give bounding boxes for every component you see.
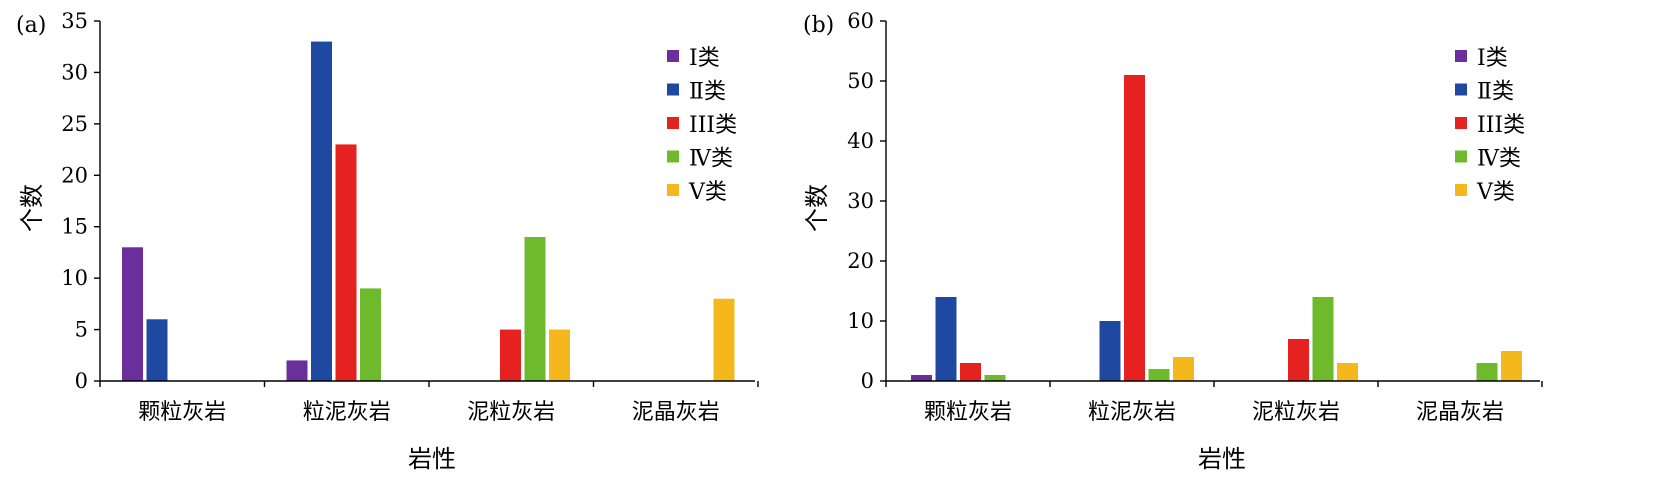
bar-3-series-4 (1312, 297, 1334, 381)
bar-2-series-4 (1148, 369, 1170, 381)
y-tick-label: 30 (847, 189, 874, 213)
legend-label: Ⅰ类 (689, 46, 720, 71)
bar-3-series-3 (500, 329, 521, 381)
legend-swatch (667, 184, 679, 196)
legend-swatch (667, 83, 679, 96)
x-category-label: 颗粒灰岩 (138, 400, 226, 425)
bar-3-series-3 (1288, 339, 1309, 381)
y-tick-label: 25 (61, 112, 88, 136)
bar-4-series-5 (1501, 351, 1522, 381)
bar-2-series-2 (1099, 321, 1121, 381)
bar-4-series-5 (713, 298, 735, 381)
y-tick-label: 0 (75, 369, 88, 393)
x-category-label: 粒泥灰岩 (1088, 400, 1176, 425)
y-tick-label: 50 (847, 69, 874, 93)
legend-label: Ⅳ类 (689, 147, 733, 172)
y-tick-label: 30 (61, 60, 88, 84)
x-category-label: 粒泥灰岩 (303, 400, 391, 425)
legend-swatch (667, 150, 679, 163)
x-category-label: 泥粒灰岩 (1252, 400, 1340, 425)
bar-1-series-2 (935, 297, 957, 381)
bar-3-series-4 (524, 237, 546, 381)
y-tick-label: 40 (847, 129, 874, 153)
y-tick-label: 10 (61, 266, 88, 290)
bar-1-series-3 (960, 363, 981, 381)
bar-2-series-3 (1124, 75, 1145, 381)
x-axis-title: 岩性 (408, 445, 456, 473)
panel-label: (b) (803, 13, 834, 38)
x-category-label: 泥晶灰岩 (632, 400, 720, 425)
legend-swatch (667, 117, 679, 129)
bar-3-series-5 (1337, 363, 1358, 381)
bar-4-series-4 (1476, 363, 1498, 381)
bar-2-series-1 (286, 360, 308, 381)
panel-label: (a) (16, 13, 46, 38)
legend-swatch (1455, 150, 1467, 163)
legend-swatch (1455, 83, 1467, 96)
bar-2-series-5 (1173, 357, 1194, 381)
legend-label: Ⅱ类 (689, 80, 726, 105)
legend-swatch (1455, 50, 1467, 62)
legend-swatch (1455, 117, 1467, 129)
legend-swatch (1455, 184, 1467, 196)
legend-label: Ⅴ类 (688, 180, 727, 205)
legend-label: Ⅴ类 (1476, 180, 1515, 205)
x-category-label: 泥晶灰岩 (1416, 400, 1504, 425)
y-tick-label: 10 (847, 309, 874, 333)
bar-1-series-1 (911, 375, 932, 381)
bar-1-series-4 (984, 375, 1006, 381)
x-category-label: 泥粒灰岩 (467, 400, 555, 425)
legend-label: III类 (689, 113, 737, 138)
bar-3-series-5 (549, 329, 570, 381)
legend-label: III类 (1477, 113, 1525, 138)
x-axis-title: 岩性 (1198, 445, 1246, 473)
bar-2-series-4 (360, 288, 381, 381)
y-tick-label: 0 (861, 369, 874, 393)
bar-1-series-2 (146, 319, 168, 381)
legend-swatch (667, 50, 679, 62)
y-tick-label: 35 (61, 9, 88, 33)
y-tick-label: 5 (75, 318, 88, 342)
y-axis-title: 个数 (803, 184, 831, 232)
y-tick-label: 60 (847, 9, 874, 33)
legend-label: Ⅱ类 (1477, 80, 1514, 105)
y-tick-label: 15 (61, 215, 88, 239)
bar-2-series-2 (311, 41, 332, 381)
bar-2-series-3 (335, 144, 357, 381)
y-axis-title: 个数 (18, 184, 46, 232)
y-tick-label: 20 (847, 249, 874, 273)
bar-1-series-1 (122, 247, 143, 381)
legend-label: Ⅰ类 (1477, 46, 1508, 71)
legend-label: Ⅳ类 (1477, 147, 1521, 172)
y-tick-label: 20 (61, 163, 88, 187)
x-category-label: 颗粒灰岩 (924, 400, 1012, 425)
